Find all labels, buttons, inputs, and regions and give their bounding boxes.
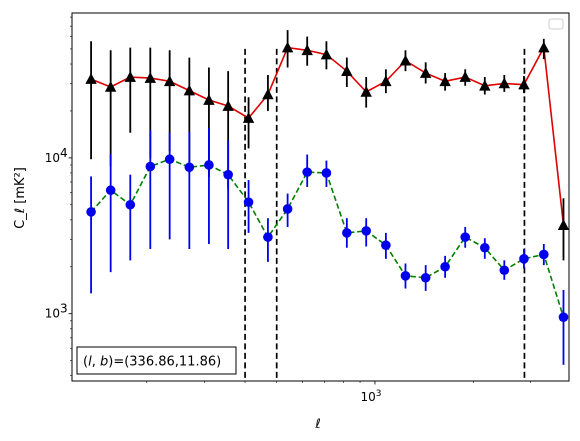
data-point [381, 240, 391, 251]
data-point [518, 78, 530, 90]
data-point [459, 71, 471, 82]
y-tick-label-base: 10 [45, 151, 60, 165]
data-point [223, 169, 233, 180]
data-point [86, 207, 96, 217]
data-point [557, 219, 570, 230]
data-point [460, 232, 471, 242]
coordinate-annotation: (l, b)=(336.86,11.86) [76, 346, 237, 375]
data-point [341, 65, 353, 76]
data-point [242, 112, 255, 123]
data-point [145, 161, 156, 172]
data-point [558, 312, 569, 322]
data-point [184, 162, 195, 173]
data-point [400, 271, 411, 281]
data-point [281, 41, 294, 53]
data-point [480, 242, 490, 253]
series-2 [86, 128, 569, 365]
data-point [440, 261, 450, 272]
data-point [263, 232, 273, 242]
data-point [321, 168, 332, 178]
data-point [342, 228, 352, 238]
data-point [104, 80, 117, 92]
data-point [479, 79, 491, 91]
x-tick-label-base: 10 [360, 390, 375, 404]
data-point [519, 254, 529, 264]
data-point [105, 185, 116, 196]
data-point [499, 265, 510, 276]
x-tick-label-exponent: 3 [376, 389, 382, 399]
data-point [183, 84, 196, 96]
y-tick-label: 10 [45, 307, 60, 321]
annotation-coords: =(336.86,11.86) [113, 355, 221, 370]
y-tick-label-exponent: 3 [60, 302, 68, 316]
x-tick-label: 103 [360, 389, 381, 404]
data-point [320, 48, 333, 60]
data-point [125, 199, 136, 210]
legend-box [548, 18, 564, 30]
chart-marks [85, 30, 570, 381]
data-point [243, 197, 254, 207]
data-point [262, 88, 274, 100]
data-point [204, 160, 214, 170]
y-axis-label: C_ℓ [mK²] [13, 167, 28, 229]
data-point [301, 44, 313, 56]
data-point [302, 167, 312, 177]
data-point [203, 94, 215, 105]
data-point [539, 249, 549, 260]
data-point [124, 71, 136, 82]
data-point [144, 72, 157, 83]
data-point [164, 154, 175, 165]
annotation-text: (l, b)=(336.86,11.86) [83, 355, 221, 370]
data-point [439, 75, 451, 87]
y-tick-label-base: 10 [45, 307, 60, 321]
data-point [360, 85, 372, 97]
data-point [361, 226, 371, 236]
data-point [419, 67, 432, 78]
annotation-b: b [100, 355, 108, 370]
data-point [498, 77, 511, 89]
y-axis-label-group: C_ℓ [mK²] [13, 167, 28, 229]
data-point [222, 100, 234, 111]
data-point [163, 75, 176, 87]
annotation-box [76, 346, 237, 375]
data-point [420, 272, 431, 283]
annotation-l: l [88, 355, 92, 370]
axes-frame [71, 12, 570, 382]
data-point [538, 41, 550, 53]
data-point [85, 73, 97, 84]
data-point [282, 204, 293, 214]
data-point [399, 54, 412, 66]
x-axis-label: ℓ [314, 417, 320, 432]
data-point [380, 75, 392, 87]
y-tick-label-exponent: 4 [60, 146, 68, 160]
y-tick-label: 10 [45, 151, 60, 165]
